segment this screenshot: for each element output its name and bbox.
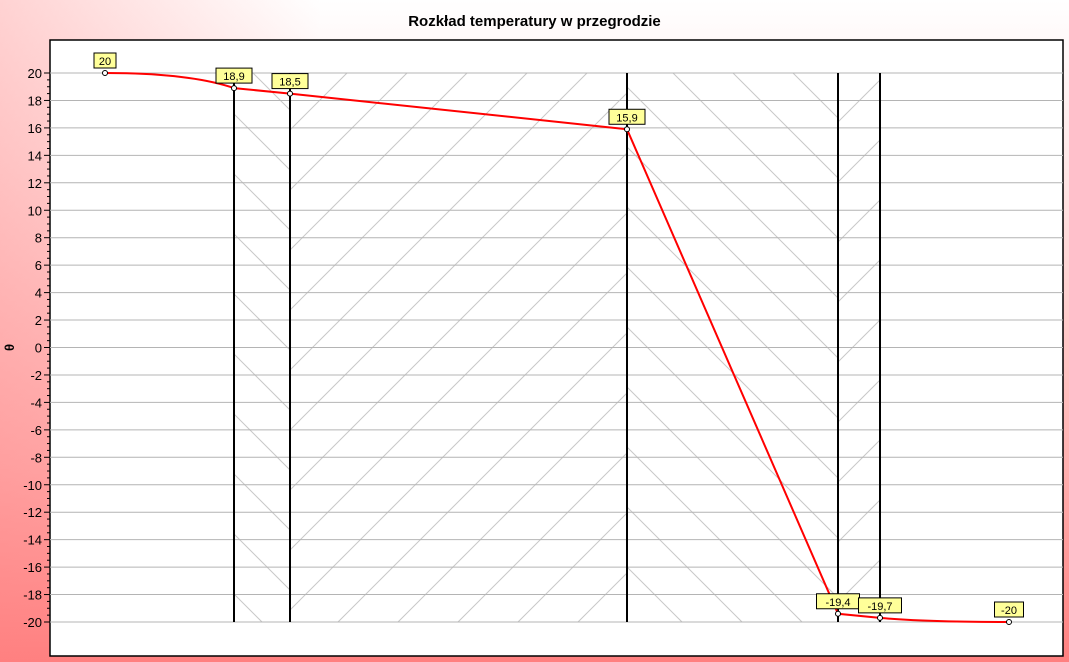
data-point (835, 610, 841, 617)
data-label: -19,4 (825, 597, 850, 609)
y-tick-label: 2 (35, 313, 42, 328)
y-tick-label: 20 (28, 66, 42, 81)
y-tick-label: -16 (23, 560, 42, 575)
data-label: 20 (99, 56, 111, 68)
y-tick-label: 6 (35, 258, 42, 273)
y-tick-label: 12 (28, 176, 42, 191)
data-label-box (93, 52, 117, 69)
data-label: -19,7 (867, 601, 892, 613)
y-tick-label: 8 (35, 231, 42, 246)
data-label: 18,9 (223, 71, 244, 83)
y-tick-label: 0 (35, 341, 42, 356)
y-tick-label: 10 (28, 203, 42, 218)
data-label-box (994, 601, 1024, 618)
data-point (624, 126, 630, 133)
data-label: 18,5 (279, 77, 300, 89)
y-tick-label: -4 (30, 395, 42, 410)
y-tick-label: 4 (35, 286, 42, 301)
y-tick-label: -20 (23, 615, 42, 630)
y-tick-label: -2 (30, 368, 42, 383)
data-label: -20 (1001, 605, 1017, 617)
y-tick-label: -10 (23, 478, 42, 493)
y-tick-label: -8 (30, 450, 42, 465)
data-point (102, 70, 108, 76)
y-tick-label: -14 (23, 533, 42, 548)
y-tick-label: -6 (30, 423, 42, 438)
data-label-box (858, 597, 902, 614)
y-tick-label: 18 (28, 93, 42, 108)
data-label-box (215, 67, 253, 84)
data-point (877, 614, 883, 621)
y-tick-label: 16 (28, 121, 42, 136)
data-label-box (271, 73, 309, 90)
data-point (231, 85, 237, 92)
data-point (1006, 619, 1012, 625)
y-tick-label: -12 (23, 505, 42, 520)
y-tick-label: -18 (23, 588, 42, 603)
y-tick-label: 14 (28, 148, 42, 163)
data-label: 15,9 (616, 112, 637, 124)
data-point (287, 90, 293, 97)
chart-title: Rozkład temperatury w przegrodzie (408, 13, 661, 30)
data-label-box (608, 108, 646, 125)
